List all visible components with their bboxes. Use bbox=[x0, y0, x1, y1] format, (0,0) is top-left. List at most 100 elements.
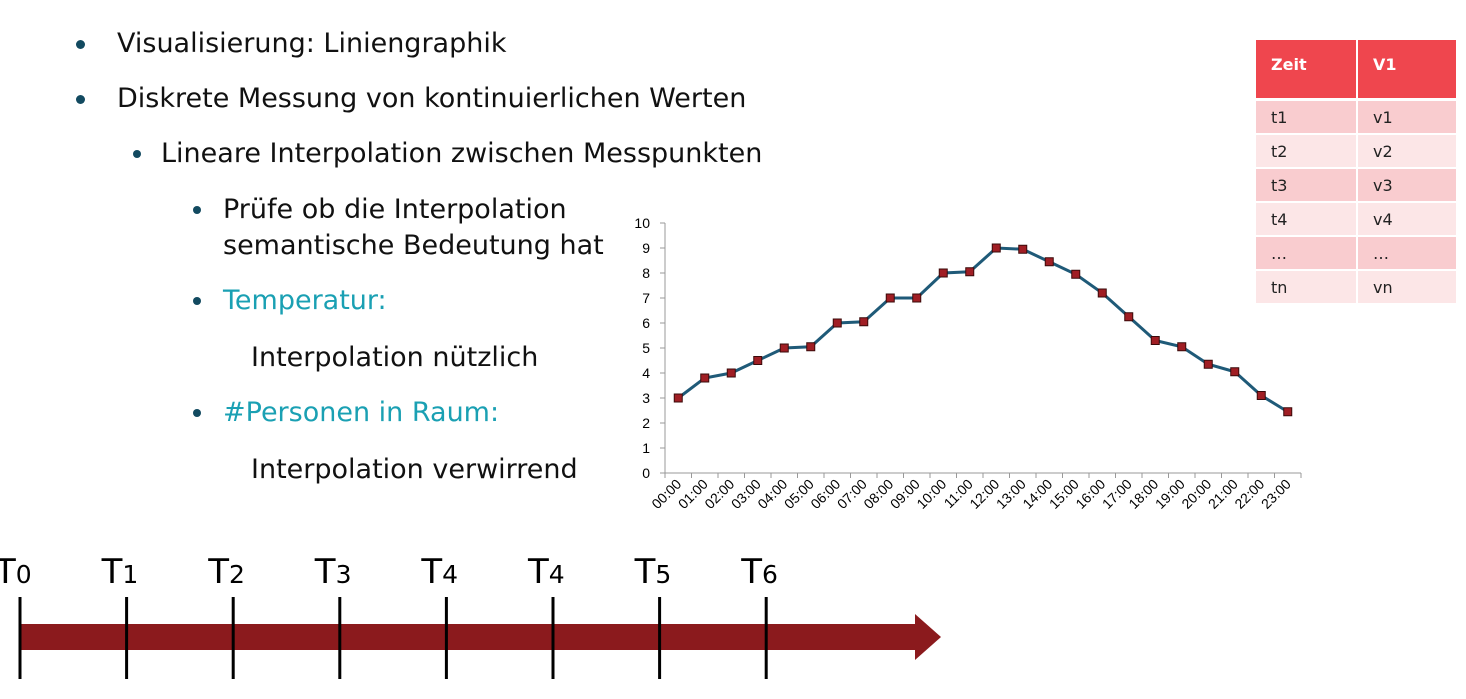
table-row: t1 v1 bbox=[1256, 101, 1456, 135]
bullet-dot bbox=[193, 206, 201, 214]
table-row: t3 v3 bbox=[1256, 169, 1456, 203]
data-point bbox=[753, 356, 763, 365]
bullet-text: #Personen in Raum: bbox=[223, 397, 500, 428]
table-row: … … bbox=[1256, 237, 1456, 271]
x-tick-label: 05:00 bbox=[781, 476, 817, 512]
x-tick-label: 21:00 bbox=[1205, 476, 1241, 512]
bullet-text: Diskrete Messung von kontinuierlichen We… bbox=[117, 83, 747, 114]
x-tick-label: 04:00 bbox=[754, 476, 790, 512]
bullet-text: Temperatur: bbox=[223, 285, 387, 316]
y-tick-label: 7 bbox=[642, 290, 650, 306]
timeline-arrow-head bbox=[915, 614, 941, 660]
data-point bbox=[1283, 407, 1293, 417]
y-tick-label: 9 bbox=[642, 240, 650, 256]
timeline-tick-label: T4 bbox=[420, 552, 458, 592]
data-point bbox=[726, 368, 736, 378]
data-point bbox=[1018, 244, 1028, 254]
x-tick-label: 09:00 bbox=[887, 476, 923, 512]
x-tick-label: 17:00 bbox=[1099, 476, 1135, 512]
bullet-text: semantische Bedeutung hat bbox=[223, 230, 604, 261]
y-tick-label: 3 bbox=[642, 390, 650, 406]
line-chart: 0 1 2 3 4 5 6 7 8 9 10 00:0001:0002:0003:0004:0005:… bbox=[634, 215, 1302, 512]
bullet-text-continuation: semantische Bedeutung hat bbox=[223, 228, 604, 264]
table-cell: t4 bbox=[1256, 203, 1358, 237]
table-row: t2 v2 bbox=[1256, 135, 1456, 169]
data-point bbox=[1230, 367, 1240, 377]
x-tick-label: 08:00 bbox=[860, 476, 896, 512]
y-tick-label: 4 bbox=[642, 365, 650, 381]
bullet-text: Prüfe ob die Interpolation bbox=[223, 194, 567, 225]
bullet-subtext: Interpolation verwirrend bbox=[251, 452, 578, 488]
table-cell: t2 bbox=[1256, 135, 1358, 169]
data-point bbox=[1150, 336, 1160, 345]
data-point bbox=[806, 342, 816, 352]
x-tick-label: 23:00 bbox=[1258, 476, 1294, 512]
bullet-item: Diskrete Messung von kontinuierlichen We… bbox=[76, 81, 747, 117]
bullet-dot bbox=[76, 40, 85, 49]
bullet-text: Visualisierung: Liniengraphik bbox=[117, 28, 507, 59]
table-cell: t3 bbox=[1256, 169, 1358, 203]
timeline-arrow-shaft bbox=[20, 624, 916, 650]
data-point bbox=[965, 267, 975, 277]
data-point bbox=[673, 393, 683, 403]
data-point bbox=[1203, 359, 1213, 369]
bullet-item: Lineare Interpolation zwischen Messpunkt… bbox=[133, 136, 762, 172]
bullet-text: Interpolation nützlich bbox=[251, 342, 539, 373]
data-point bbox=[779, 343, 789, 353]
table-cell: v4 bbox=[1358, 203, 1456, 237]
table-cell: t1 bbox=[1256, 101, 1358, 135]
y-tick-label: 10 bbox=[634, 215, 650, 231]
y-tick-label: 0 bbox=[642, 465, 650, 481]
x-tick-label: 02:00 bbox=[701, 476, 737, 512]
data-point bbox=[938, 268, 948, 278]
bullet-item: #Personen in Raum: bbox=[193, 395, 500, 431]
data-point bbox=[885, 293, 895, 303]
timeline-tick-label: T1 bbox=[101, 552, 139, 592]
table-cell: … bbox=[1256, 237, 1358, 271]
bullet-item: Temperatur: bbox=[193, 283, 387, 319]
data-point bbox=[832, 318, 842, 328]
timeline-tick-label: T4 bbox=[527, 552, 565, 592]
table-header-cell: Zeit bbox=[1256, 40, 1358, 101]
x-tick-label: 01:00 bbox=[675, 476, 711, 512]
bullet-dot bbox=[193, 409, 201, 417]
timeline-tick-label: T3 bbox=[314, 552, 352, 592]
table-header-cell: V1 bbox=[1358, 40, 1456, 101]
x-tick-label: 07:00 bbox=[834, 476, 870, 512]
table-cell: v1 bbox=[1358, 101, 1456, 135]
data-point bbox=[1124, 312, 1134, 322]
x-tick-label: 20:00 bbox=[1178, 476, 1214, 512]
x-tick-label: 15:00 bbox=[1046, 476, 1082, 512]
x-tick-label: 19:00 bbox=[1152, 476, 1188, 512]
timeline: T0 T1 T2 T3 T4 T4 T5 T6 bbox=[0, 552, 941, 679]
table-cell: v2 bbox=[1358, 135, 1456, 169]
x-tick-label: 13:00 bbox=[993, 476, 1029, 512]
y-tick-label: 1 bbox=[642, 440, 650, 456]
table-cell: tn bbox=[1256, 271, 1358, 305]
data-point bbox=[859, 317, 869, 327]
bullet-item: Visualisierung: Liniengraphik bbox=[76, 26, 507, 62]
bullet-dot bbox=[133, 150, 141, 158]
data-point bbox=[1256, 391, 1266, 400]
timeline-tick-label: T6 bbox=[740, 552, 778, 592]
bullet-list: Visualisierung: Liniengraphik Diskrete M… bbox=[0, 0, 800, 500]
data-point bbox=[912, 293, 922, 303]
x-tick-label: 22:00 bbox=[1231, 476, 1267, 512]
data-point bbox=[1177, 342, 1187, 352]
table-cell: vn bbox=[1358, 271, 1456, 305]
data-point bbox=[991, 243, 1001, 253]
data-table: Zeit V1 t1 v1 t2 v2 t3 v3 t4 v4 … … tn v… bbox=[1256, 40, 1456, 305]
y-tick-label: 6 bbox=[642, 315, 650, 331]
y-tick-label: 5 bbox=[642, 340, 650, 356]
table-cell: … bbox=[1358, 237, 1456, 271]
y-tick-label: 2 bbox=[642, 415, 650, 431]
x-tick-label: 12:00 bbox=[966, 476, 1002, 512]
x-tick-label: 16:00 bbox=[1072, 476, 1108, 512]
x-tick-label: 18:00 bbox=[1125, 476, 1161, 512]
x-tick-label: 10:00 bbox=[913, 476, 949, 512]
x-tick-label: 14:00 bbox=[1019, 476, 1055, 512]
bullet-item: Prüfe ob die Interpolation bbox=[193, 192, 567, 228]
data-point bbox=[1071, 269, 1081, 279]
timeline-tick-label: T0 bbox=[0, 552, 32, 592]
timeline-tick-label: T5 bbox=[634, 552, 672, 592]
